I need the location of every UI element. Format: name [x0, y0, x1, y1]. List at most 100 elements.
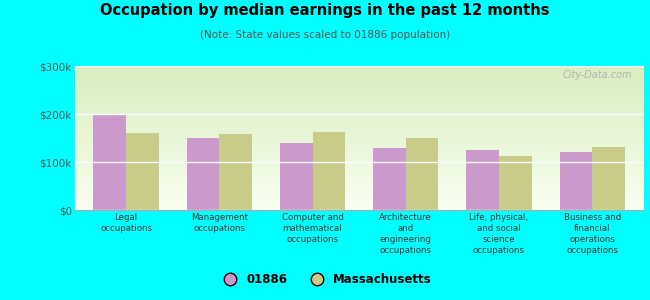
Bar — [75, 197, 644, 198]
Bar — [75, 120, 644, 121]
Bar — [75, 151, 644, 152]
Bar — [75, 140, 644, 141]
Bar — [75, 93, 644, 94]
Bar — [75, 129, 644, 130]
Bar — [75, 175, 644, 176]
Bar — [75, 170, 644, 171]
Bar — [75, 70, 644, 71]
Bar — [75, 86, 644, 87]
Bar — [75, 76, 644, 77]
Bar — [560, 152, 592, 210]
Bar — [75, 153, 644, 154]
Bar — [75, 169, 644, 170]
Bar — [75, 180, 644, 181]
Bar — [75, 92, 644, 93]
Bar — [75, 117, 644, 118]
Bar — [75, 187, 644, 188]
Bar — [75, 83, 644, 84]
Bar — [75, 174, 644, 175]
Bar — [75, 94, 644, 95]
Bar — [75, 103, 644, 104]
Bar — [75, 98, 644, 99]
Bar — [75, 118, 644, 119]
Bar — [75, 111, 644, 112]
Bar — [75, 142, 644, 143]
Bar — [75, 128, 644, 129]
Bar — [75, 183, 644, 184]
Bar — [75, 131, 644, 132]
Bar — [75, 207, 644, 208]
Bar — [75, 109, 644, 110]
Bar — [75, 190, 644, 191]
Bar — [75, 104, 644, 105]
Bar — [75, 162, 644, 163]
Bar — [75, 144, 644, 145]
Bar — [75, 126, 644, 127]
Bar — [75, 69, 644, 70]
Bar — [75, 184, 644, 185]
Bar — [75, 139, 644, 140]
Bar — [75, 77, 644, 78]
Bar — [75, 148, 644, 149]
Bar — [219, 134, 252, 210]
Bar — [75, 176, 644, 177]
Bar — [75, 156, 644, 157]
Bar — [75, 204, 644, 205]
Bar — [94, 114, 126, 210]
Bar — [75, 185, 644, 186]
Bar — [75, 84, 644, 85]
Bar — [75, 196, 644, 197]
Bar — [75, 158, 644, 159]
Bar — [75, 161, 644, 162]
Bar — [75, 167, 644, 168]
Bar — [75, 168, 644, 169]
Bar — [75, 186, 644, 187]
Bar — [75, 125, 644, 126]
Bar — [280, 143, 313, 210]
Bar — [75, 159, 644, 160]
Bar — [75, 143, 644, 144]
Bar — [75, 182, 644, 183]
Bar — [75, 205, 644, 206]
Bar — [75, 195, 644, 196]
Bar — [75, 206, 644, 207]
Bar — [75, 141, 644, 142]
Bar — [75, 122, 644, 123]
Bar — [75, 189, 644, 190]
Bar — [75, 100, 644, 101]
Bar — [126, 133, 159, 210]
Bar — [75, 85, 644, 86]
Bar — [75, 147, 644, 148]
Bar — [75, 106, 644, 107]
Bar — [75, 137, 644, 138]
Bar — [75, 154, 644, 155]
Bar — [75, 171, 644, 172]
Bar — [75, 82, 644, 83]
Bar — [75, 119, 644, 120]
Bar — [75, 79, 644, 80]
Bar — [75, 108, 644, 109]
Bar — [406, 138, 438, 210]
Bar — [75, 201, 644, 202]
Bar — [75, 188, 644, 189]
Bar — [75, 145, 644, 146]
Bar — [75, 194, 644, 195]
Bar — [75, 198, 644, 199]
Bar — [75, 177, 644, 178]
Bar — [592, 147, 625, 210]
Bar — [75, 72, 644, 73]
Bar — [75, 105, 644, 106]
Bar — [75, 208, 644, 209]
Bar — [75, 181, 644, 182]
Bar — [75, 155, 644, 156]
Bar — [75, 136, 644, 137]
Bar — [75, 133, 644, 134]
Bar — [313, 132, 345, 210]
Bar — [75, 115, 644, 116]
Bar — [75, 68, 644, 69]
Bar — [75, 85, 644, 86]
Bar — [75, 87, 644, 88]
Bar — [75, 67, 644, 68]
Bar — [75, 71, 644, 72]
Bar — [75, 132, 644, 133]
